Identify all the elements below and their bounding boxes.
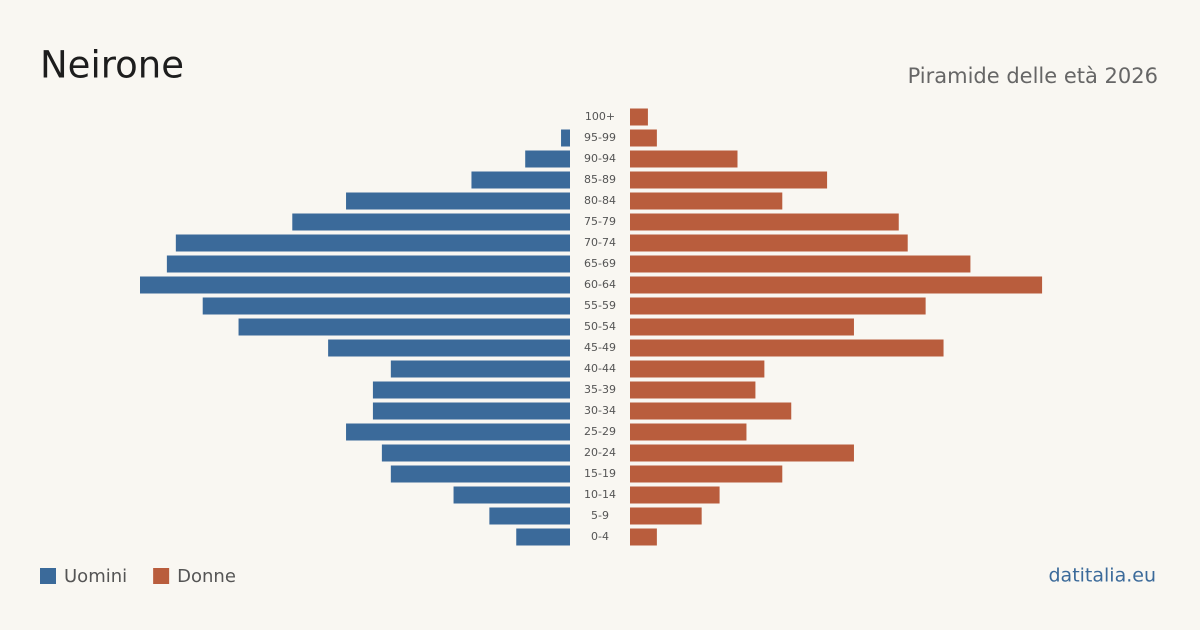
female-bar <box>630 381 756 399</box>
age-label: 55-59 <box>584 299 616 312</box>
male-bar <box>561 129 570 147</box>
age-label: 65-69 <box>584 257 616 270</box>
male-bar <box>140 276 570 294</box>
female-bar <box>630 255 971 273</box>
female-bar <box>630 318 854 336</box>
female-bar <box>630 150 738 168</box>
female-bar <box>630 444 854 462</box>
female-bar <box>630 192 783 210</box>
male-bar <box>292 213 570 231</box>
age-label: 80-84 <box>584 194 616 207</box>
age-label: 85-89 <box>584 173 616 186</box>
male-bar <box>166 255 570 273</box>
age-label: 50-54 <box>584 320 616 333</box>
female-bar <box>630 297 926 315</box>
age-label: 20-24 <box>584 446 616 459</box>
female-bar <box>630 108 648 126</box>
male-bar <box>328 339 570 357</box>
female-bar <box>630 423 747 441</box>
male-bar <box>390 465 570 483</box>
male-bar <box>453 486 570 504</box>
male-bar <box>471 171 570 189</box>
legend-swatch <box>40 568 56 584</box>
age-label: 70-74 <box>584 236 616 249</box>
male-bar <box>381 444 570 462</box>
female-bar <box>630 276 1043 294</box>
female-bar <box>630 360 765 378</box>
legend-label: Uomini <box>64 566 127 587</box>
legend-swatch <box>153 568 170 584</box>
female-bar <box>630 213 899 231</box>
age-label: 30-34 <box>584 404 616 417</box>
chart-title: Neirone <box>40 44 184 87</box>
age-label: 60-64 <box>584 278 616 291</box>
age-label: 45-49 <box>584 341 616 354</box>
female-bar <box>630 402 792 420</box>
age-label: 75-79 <box>584 215 616 228</box>
age-label: 95-99 <box>584 131 616 144</box>
female-bar <box>630 507 702 525</box>
female-bar <box>630 339 944 357</box>
female-bar <box>630 234 908 252</box>
age-label: 0-4 <box>591 530 609 543</box>
male-bar <box>489 507 570 525</box>
female-bar <box>630 129 657 147</box>
age-label: 35-39 <box>584 383 616 396</box>
female-bar <box>630 465 783 483</box>
male-bar <box>372 381 570 399</box>
female-bar <box>630 528 657 546</box>
chart-subtitle: Piramide delle età 2026 <box>908 64 1158 88</box>
male-bar <box>372 402 570 420</box>
female-bar <box>630 486 720 504</box>
male-bar <box>175 234 571 252</box>
age-label: 15-19 <box>584 467 616 480</box>
age-label: 25-29 <box>584 425 616 438</box>
age-label: 100+ <box>585 110 615 123</box>
male-bar <box>202 297 571 315</box>
age-label: 5-9 <box>591 509 609 522</box>
age-label: 10-14 <box>584 488 616 501</box>
male-bar <box>390 360 570 378</box>
age-label: 90-94 <box>584 152 616 165</box>
male-bar <box>346 423 570 441</box>
legend-label: Donne <box>177 566 236 587</box>
male-bar <box>525 150 570 168</box>
female-bar <box>630 171 828 189</box>
male-bar <box>516 528 570 546</box>
male-bar <box>346 192 570 210</box>
source: datitalia.eu <box>1049 565 1157 587</box>
age-label: 40-44 <box>584 362 616 375</box>
male-bar <box>238 318 570 336</box>
